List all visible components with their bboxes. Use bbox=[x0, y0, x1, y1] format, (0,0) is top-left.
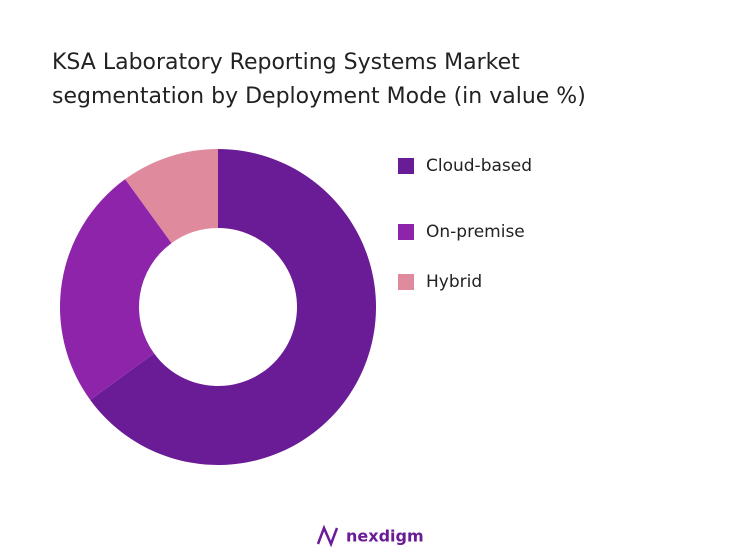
legend-label: On-premise bbox=[426, 222, 525, 242]
donut-slice bbox=[59, 179, 172, 400]
legend-swatch bbox=[398, 274, 414, 290]
logo-text: nexdigm bbox=[346, 527, 424, 546]
legend-swatch bbox=[398, 224, 414, 240]
legend-label: Hybrid bbox=[426, 272, 482, 292]
chart-title: KSA Laboratory Reporting Systems Market … bbox=[52, 50, 586, 109]
logo-icon bbox=[316, 524, 339, 548]
logo: nexdigm bbox=[316, 524, 424, 548]
donut-slice bbox=[90, 149, 376, 466]
donut-slice bbox=[125, 149, 218, 244]
legend-label: Cloud-based bbox=[426, 156, 532, 176]
legend-swatch bbox=[398, 158, 414, 174]
